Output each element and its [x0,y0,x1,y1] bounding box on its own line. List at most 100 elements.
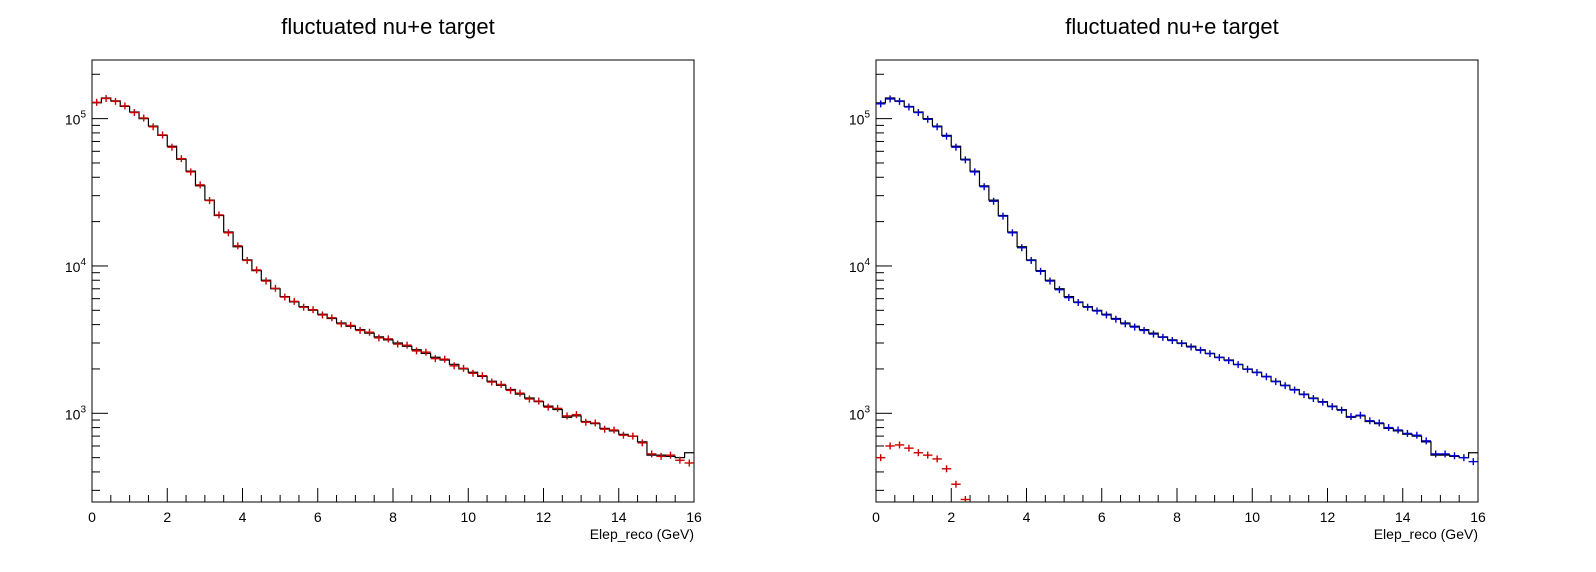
y-tick-label: 103 [65,404,87,422]
data-point [1430,450,1441,458]
y-tick-exponent: 3 [80,404,86,415]
data-point [148,123,158,131]
x-axis-label: Elep_reco (GeV) [1374,526,1478,542]
data-point [932,455,942,463]
data-point [1045,277,1055,285]
data-point [988,197,999,205]
data-point [233,242,243,250]
data-point [1035,267,1046,275]
data-point [1459,454,1469,462]
y-tick-label: 103 [849,404,871,422]
data-point [1280,382,1290,390]
data-point [1017,244,1027,252]
data-point [1007,229,1018,237]
data-point [571,411,582,419]
data-point [894,97,905,105]
data-point [599,425,610,433]
x-tick-label: 12 [1320,509,1336,525]
x-tick-label: 10 [460,509,476,525]
data-point [195,181,205,189]
data-point [298,303,309,311]
left-chart-panel: fluctuated nu+e target 0 2 4 6 8 10 12 14 16Elep_… [65,14,702,542]
data-point [496,380,506,388]
data-point [1129,323,1140,331]
data-point [913,109,924,117]
data-point [1271,378,1281,386]
data-point [1421,437,1431,445]
data-point [1101,311,1112,319]
data-point [1092,307,1102,315]
data-point [885,95,895,103]
data-point [665,451,676,459]
data-point [440,355,450,363]
data-point [876,454,886,462]
x-tick-label: 6 [1098,509,1106,525]
data-point [913,449,924,457]
data-point [1308,395,1319,403]
data-point [327,314,337,322]
data-point [1242,365,1253,373]
data-point [167,143,177,151]
plot-frame [91,59,695,503]
data-point [261,277,271,285]
y-tick-base: 10 [65,406,81,422]
data-point [1449,452,1460,460]
data-point [1111,315,1121,323]
data-point [1402,429,1413,437]
data-point [120,102,130,110]
data-point [960,156,971,164]
y-tick-exponent: 5 [80,110,86,121]
data-point [923,451,933,459]
data-point [280,293,290,301]
data-point [998,212,1008,220]
y-tick-exponent: 4 [864,257,870,268]
data-point [562,412,572,420]
x-tick-label: 14 [611,509,627,525]
data-point [1252,369,1262,377]
data-point [186,168,196,176]
data-point [110,97,121,105]
x-tick-label: 8 [389,509,397,525]
data-point [581,418,591,426]
data-point [383,335,393,343]
x-tick-label: 4 [239,509,247,525]
data-point [157,131,168,139]
data-point [289,297,299,305]
x-tick-label: 2 [947,509,955,525]
data-point [204,197,215,205]
data-point [941,465,952,473]
data-point [1412,431,1422,439]
y-tick-base: 10 [65,259,81,275]
data-point [336,320,346,328]
right-chart-panel: fluctuated nu+e target 0 2 4 6 8 10 12 14 16Elep_… [849,14,1486,542]
data-point [214,211,224,219]
x-tick-label: 16 [1470,509,1486,525]
plot-area [876,95,1478,502]
data-point [101,94,111,102]
data-point [364,328,375,336]
y-tick-label: 104 [65,257,87,275]
chart-title: fluctuated nu+e target [281,14,494,39]
y-tick-exponent: 5 [864,110,870,121]
data-point [317,311,328,319]
data-point [1318,398,1328,406]
data-point [951,143,961,151]
y-tick-label: 105 [849,110,871,128]
data-point [534,397,544,405]
data-point [1365,417,1375,425]
data-point [355,326,365,334]
data-point [1233,361,1243,369]
y-tick-exponent: 4 [80,257,86,268]
data-point [637,439,647,447]
data-point [970,168,980,176]
data-point [251,266,262,274]
data-point [242,256,252,264]
data-point [129,109,140,117]
data-point [1064,294,1074,302]
x-tick-label: 12 [536,509,552,525]
data-point [1440,450,1450,458]
y-tick-base: 10 [849,406,865,422]
x-tick-label: 8 [1173,509,1181,525]
histogram-step-line [92,97,694,459]
